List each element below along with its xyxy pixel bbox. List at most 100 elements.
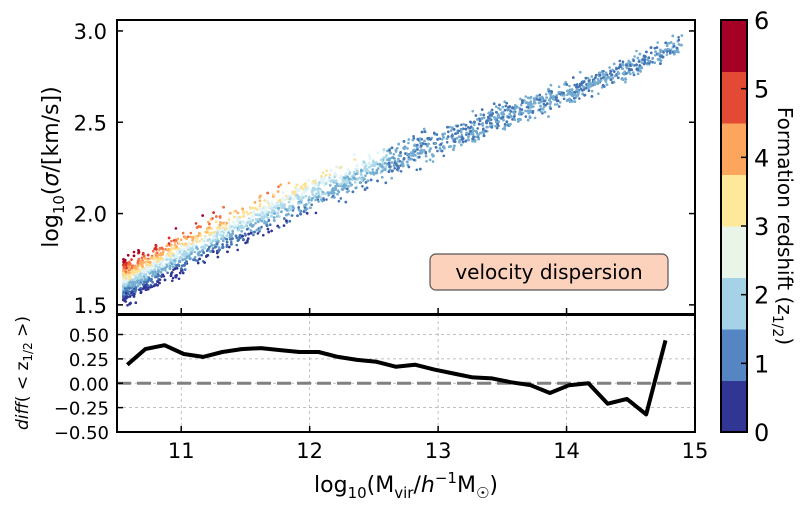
scatter-point <box>274 206 277 209</box>
scatter-point <box>173 259 176 262</box>
scatter-point <box>392 153 396 156</box>
scatter-point <box>330 191 333 195</box>
scatter-point <box>175 254 178 258</box>
scatter-point <box>217 246 221 249</box>
scatter-point <box>273 216 276 219</box>
scatter-point <box>563 83 566 86</box>
scatter-point <box>252 215 255 219</box>
scatter-point <box>288 197 292 201</box>
scatter-point <box>331 188 334 191</box>
scatter-point <box>632 73 636 77</box>
scatter-point <box>442 136 445 139</box>
scatter-point <box>621 60 625 63</box>
scatter-point <box>566 89 569 93</box>
scatter-point <box>339 197 343 200</box>
scatter-point <box>169 261 173 265</box>
scatter-point <box>474 135 478 139</box>
scatter-point <box>598 74 602 77</box>
scatter-point <box>234 234 238 238</box>
scatter-point <box>295 190 299 193</box>
scatter-point <box>460 131 463 134</box>
scatter-point <box>279 198 282 202</box>
scatter-point <box>628 61 632 64</box>
scatter-point <box>281 191 285 194</box>
scatter-point <box>639 70 642 73</box>
scatter-point <box>465 131 468 135</box>
scatter-point <box>287 200 291 204</box>
scatter-point <box>344 200 348 204</box>
scatter-point <box>675 46 679 50</box>
scatter-point <box>194 222 198 225</box>
scatter-point <box>305 207 309 210</box>
scatter-point <box>348 171 352 174</box>
scatter-point <box>385 153 388 157</box>
scatter-point <box>524 115 528 118</box>
scatter-point <box>251 206 255 210</box>
scatter-point <box>150 256 154 259</box>
scatter-point <box>355 164 359 167</box>
scatter-point <box>503 127 507 131</box>
scatter-point <box>284 194 288 198</box>
scatter-point <box>311 182 315 185</box>
scatter-point <box>637 60 641 63</box>
scatter-point <box>181 253 185 256</box>
scatter-point <box>452 128 456 131</box>
scatter-point <box>503 125 507 129</box>
scatter-point <box>320 175 323 178</box>
scatter-point <box>539 104 542 108</box>
scatter-point <box>400 161 404 164</box>
scatter-point <box>162 250 165 253</box>
scatter-point <box>188 247 192 250</box>
scatter-point <box>322 177 326 181</box>
scatter-point <box>208 226 211 229</box>
scatter-point <box>136 284 140 288</box>
scatter-point <box>153 247 156 250</box>
scatter-point <box>540 100 543 103</box>
scatter-point <box>221 227 225 231</box>
scatter-point <box>533 99 536 103</box>
scatter-point <box>495 120 498 124</box>
scatter-point <box>612 62 616 66</box>
scatter-point <box>424 150 428 154</box>
scatter-point <box>429 138 432 141</box>
scatter-point <box>485 125 489 129</box>
scatter-point <box>247 237 250 240</box>
scatter-point <box>662 51 665 54</box>
scatter-point <box>161 273 165 277</box>
scatter-point <box>187 241 191 245</box>
scatter-point <box>244 234 247 237</box>
scatter-point <box>428 158 432 162</box>
scatter-point <box>263 211 266 214</box>
scatter-point <box>124 289 128 293</box>
scatter-point <box>124 270 127 274</box>
scatter-point <box>232 215 236 219</box>
scatter-point <box>600 86 604 89</box>
scatter-point <box>541 108 545 111</box>
scatter-point <box>365 171 369 175</box>
scatter-point <box>517 120 520 123</box>
scatter-point <box>226 229 229 232</box>
scatter-point <box>151 274 154 278</box>
scatter-point <box>659 62 662 65</box>
scatter-point <box>184 253 188 256</box>
scatter-point <box>142 275 146 278</box>
scatter-point <box>304 182 307 185</box>
scatter-point <box>535 94 539 98</box>
scatter-point <box>208 238 211 241</box>
scatter-point <box>278 215 281 218</box>
scatter-point <box>123 273 127 277</box>
scatter-point <box>544 93 548 96</box>
scatter-point <box>122 298 125 301</box>
scatter-point <box>529 109 532 112</box>
scatter-point <box>436 149 439 153</box>
scatter-point <box>128 302 131 306</box>
scatter-point <box>258 227 262 231</box>
scatter-point <box>345 190 349 194</box>
scatter-point <box>242 238 245 241</box>
scatter-point <box>232 224 236 227</box>
scatter-point <box>526 105 530 109</box>
scatter-point <box>407 165 411 169</box>
scatter-point <box>397 142 401 146</box>
scatter-point <box>499 108 502 111</box>
scatter-point <box>133 292 136 296</box>
